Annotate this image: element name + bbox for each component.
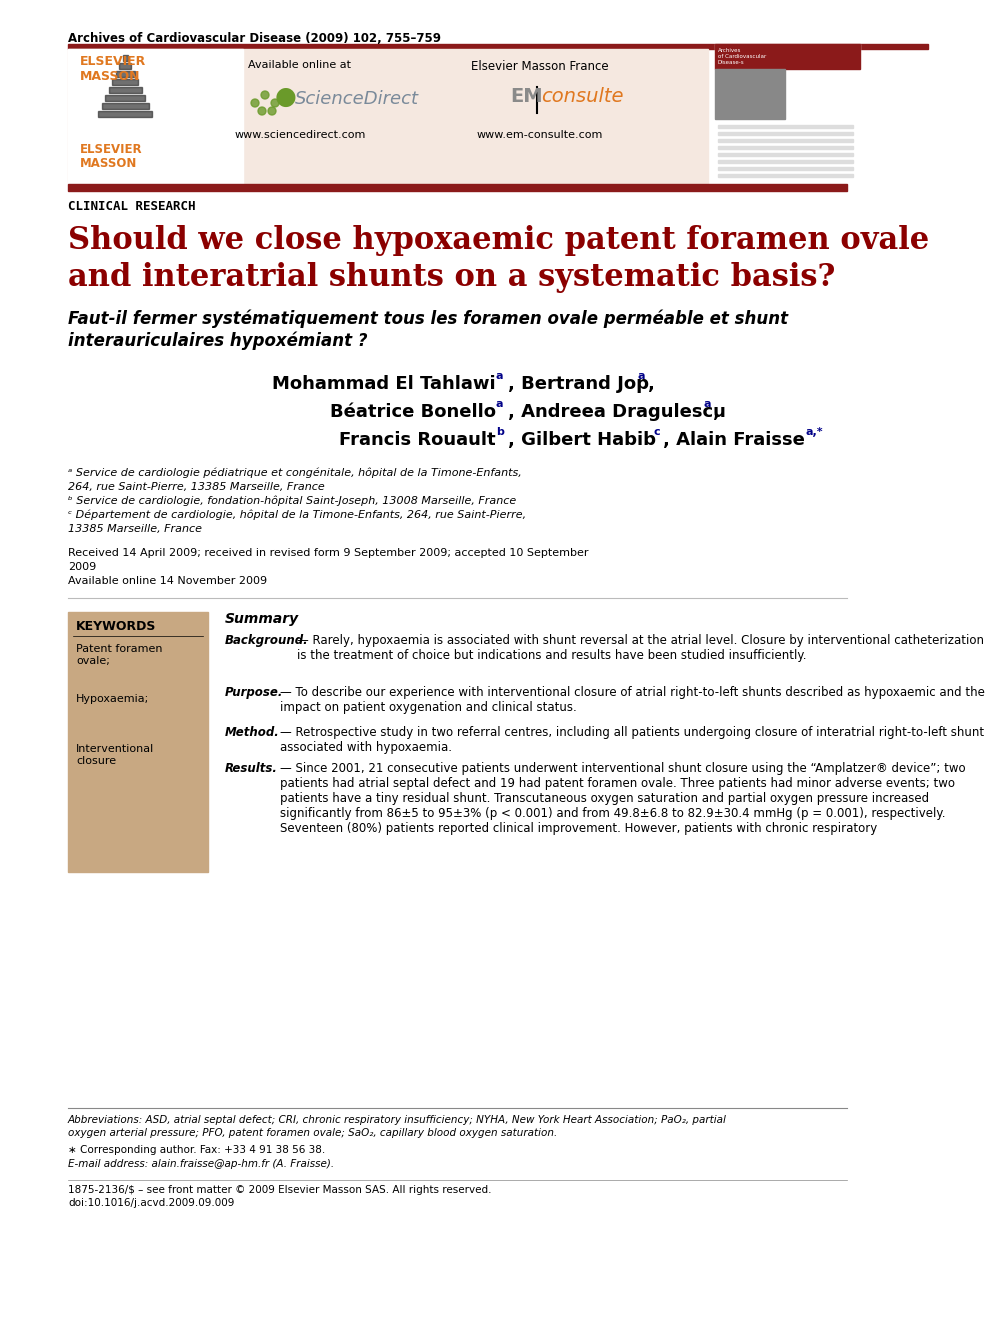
Text: www.em-consulte.com: www.em-consulte.com [477, 130, 603, 140]
Text: , Alain Fraisse: , Alain Fraisse [663, 431, 805, 448]
Text: Available online 14 November 2009: Available online 14 November 2009 [68, 576, 267, 586]
Text: consulte: consulte [541, 87, 624, 106]
Text: doi:10.1016/j.acvd.2009.09.009: doi:10.1016/j.acvd.2009.09.009 [68, 1199, 234, 1208]
Bar [718, 167, 853, 169]
Bar [68, 49, 243, 184]
Text: Francis Rouault: Francis Rouault [339, 431, 496, 448]
Text: ELSEVIER: ELSEVIER [80, 56, 146, 67]
Text: Elsevier Masson France: Elsevier Masson France [471, 60, 609, 73]
Text: b: b [496, 427, 504, 437]
Text: — Rarely, hypoxaemia is associated with shunt reversal at the atrial level. Clos: — Rarely, hypoxaemia is associated with … [297, 634, 984, 662]
Text: Received 14 April 2009; received in revised form 9 September 2009; accepted 10 S: Received 14 April 2009; received in revi… [68, 548, 588, 558]
Circle shape [271, 99, 279, 107]
Text: Method.: Method. [225, 726, 280, 740]
Bar [715, 44, 860, 69]
Text: Abbreviations: ASD, atrial septal defect; CRI, chronic respiratory insufficiency: Abbreviations: ASD, atrial septal defect… [68, 1115, 727, 1125]
Text: — To describe our experience with interventional closure of atrial right-to-left: — To describe our experience with interv… [280, 687, 985, 714]
Bar [718, 160, 853, 163]
Circle shape [261, 91, 269, 99]
Bar [718, 153, 853, 156]
Text: and interatrial shunts on a systematic basis?: and interatrial shunts on a systematic b… [68, 262, 835, 292]
Bar [68, 613, 208, 872]
Text: ●: ● [275, 85, 297, 108]
Bar [68, 184, 847, 191]
Text: Results.: Results. [225, 762, 278, 775]
Bar [68, 49, 708, 184]
Text: Background.: Background. [225, 634, 309, 647]
Text: — Since 2001, 21 consecutive patients underwent interventional shunt closure usi: — Since 2001, 21 consecutive patients un… [280, 762, 965, 835]
Bar [119, 64, 131, 69]
Text: ᶜ Département de cardiologie, hôpital de la Timone-Enfants, 264, rue Saint-Pierr: ᶜ Département de cardiologie, hôpital de… [68, 509, 526, 520]
Bar [112, 79, 138, 85]
Text: — Retrospective study in two referral centres, including all patients undergoing: — Retrospective study in two referral ce… [280, 726, 984, 754]
Bar [68, 44, 928, 49]
Bar [715, 44, 860, 184]
Text: a: a [496, 400, 504, 409]
Text: Summary: Summary [225, 613, 300, 626]
Text: Béatrice Bonello: Béatrice Bonello [330, 404, 496, 421]
Text: Archives
of Cardiovascular
Disease-s: Archives of Cardiovascular Disease-s [718, 48, 766, 65]
Text: E-mail address: alain.fraisse@ap-hm.fr (A. Fraisse).: E-mail address: alain.fraisse@ap-hm.fr (… [68, 1159, 334, 1170]
Bar [715, 69, 785, 119]
Circle shape [251, 99, 259, 107]
Bar [123, 56, 128, 61]
Text: 13385 Marseille, France: 13385 Marseille, France [68, 524, 202, 534]
Text: Available online at: Available online at [249, 60, 351, 70]
Circle shape [268, 107, 276, 115]
Text: ᵇ Service de cardiologie, fondation-hôpital Saint-Joseph, 13008 Marseille, Franc: ᵇ Service de cardiologie, fondation-hôpi… [68, 496, 516, 507]
Bar [98, 111, 152, 116]
Text: MASSON: MASSON [80, 157, 137, 169]
Text: ,: , [713, 404, 720, 421]
Circle shape [258, 107, 266, 115]
Bar [718, 146, 853, 149]
Text: c: c [653, 427, 660, 437]
Text: 1875-2136/$ – see front matter © 2009 Elsevier Masson SAS. All rights reserved.: 1875-2136/$ – see front matter © 2009 El… [68, 1185, 491, 1195]
Bar [718, 124, 853, 128]
Text: , Bertrand Jop: , Bertrand Jop [508, 374, 649, 393]
Text: Faut-il fermer systématiquement tous les foramen ovale perméable et shunt: Faut-il fermer systématiquement tous les… [68, 310, 788, 328]
Text: oxygen arterial pressure; PFO, patent foramen ovale; SaO₂, capillary blood oxyge: oxygen arterial pressure; PFO, patent fo… [68, 1129, 558, 1138]
Text: ScienceDirect: ScienceDirect [295, 90, 419, 108]
Text: Should we close hypoxaemic patent foramen ovale: Should we close hypoxaemic patent forame… [68, 225, 930, 255]
Text: a: a [496, 370, 504, 381]
Text: a: a [703, 400, 710, 409]
Text: ELSEVIER: ELSEVIER [80, 143, 143, 156]
Bar [105, 95, 145, 101]
Text: ∗ Corresponding author. Fax: +33 4 91 38 56 38.: ∗ Corresponding author. Fax: +33 4 91 38… [68, 1144, 325, 1155]
Text: a,*: a,* [806, 427, 823, 437]
Text: Mohammad El Tahlawi: Mohammad El Tahlawi [273, 374, 496, 393]
Text: , Gilbert Habib: , Gilbert Habib [508, 431, 656, 448]
Text: CLINICAL RESEARCH: CLINICAL RESEARCH [68, 200, 195, 213]
Bar [718, 175, 853, 177]
Bar [718, 132, 853, 135]
Text: , Andreea Dragulescu: , Andreea Dragulescu [508, 404, 726, 421]
Text: Purpose.: Purpose. [225, 687, 284, 699]
Text: www.sciencedirect.com: www.sciencedirect.com [234, 130, 366, 140]
Text: 264, rue Saint-Pierre, 13385 Marseille, France: 264, rue Saint-Pierre, 13385 Marseille, … [68, 482, 324, 492]
Bar [109, 87, 142, 93]
Text: KEYWORDS: KEYWORDS [76, 620, 157, 632]
Bar [718, 139, 853, 142]
Bar [102, 103, 149, 108]
Text: ᵃ Service de cardiologie pédiatrique et congénitale, hôpital de la Timone-Enfant: ᵃ Service de cardiologie pédiatrique et … [68, 468, 522, 479]
Text: 2009: 2009 [68, 562, 96, 572]
Text: a: a [638, 370, 646, 381]
Text: Hypoxaemia;: Hypoxaemia; [76, 695, 149, 704]
Text: MASSON: MASSON [80, 70, 141, 83]
Bar [116, 71, 135, 77]
Text: ,: , [648, 374, 655, 393]
Text: Interventional
closure: Interventional closure [76, 744, 154, 766]
Text: interauriculaires hypoxémiant ?: interauriculaires hypoxémiant ? [68, 332, 367, 351]
Text: Patent foramen
ovale;: Patent foramen ovale; [76, 644, 163, 665]
Text: EM: EM [510, 87, 543, 106]
Text: Archives of Cardiovascular Disease (2009) 102, 755–759: Archives of Cardiovascular Disease (2009… [68, 32, 441, 45]
